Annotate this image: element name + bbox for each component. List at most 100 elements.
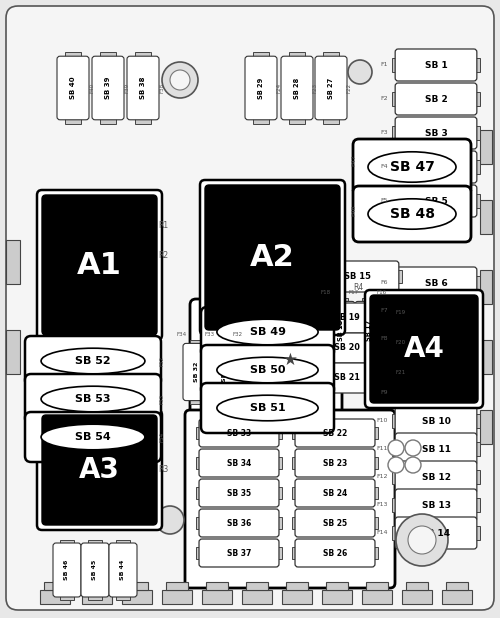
Bar xyxy=(392,58,398,72)
FancyBboxPatch shape xyxy=(190,299,342,443)
Text: F2: F2 xyxy=(380,96,388,101)
Bar xyxy=(246,582,268,590)
FancyBboxPatch shape xyxy=(395,185,477,217)
Text: SB 49: SB 49 xyxy=(250,327,286,337)
Bar xyxy=(366,582,388,590)
Bar xyxy=(474,470,480,484)
Bar xyxy=(406,582,428,590)
Text: F1: F1 xyxy=(380,62,388,67)
Text: F17: F17 xyxy=(349,290,359,295)
Bar xyxy=(323,52,339,59)
Ellipse shape xyxy=(41,424,145,450)
Bar xyxy=(190,397,203,404)
FancyBboxPatch shape xyxy=(245,56,277,120)
Bar xyxy=(392,470,398,484)
FancyBboxPatch shape xyxy=(308,363,386,393)
Bar xyxy=(442,590,472,604)
Text: SB 37: SB 37 xyxy=(227,549,251,557)
Text: SB 17: SB 17 xyxy=(366,320,372,341)
Bar xyxy=(206,582,228,590)
Bar xyxy=(402,590,432,604)
Text: SB 8: SB 8 xyxy=(424,334,448,344)
Text: SB 9: SB 9 xyxy=(424,389,448,397)
FancyBboxPatch shape xyxy=(37,410,162,530)
Text: SB 42: SB 42 xyxy=(92,482,98,502)
Text: F39: F39 xyxy=(124,83,130,93)
Text: SB 13: SB 13 xyxy=(422,501,450,509)
Text: R2: R2 xyxy=(158,250,168,260)
Bar xyxy=(392,414,398,428)
FancyBboxPatch shape xyxy=(395,377,477,409)
Text: SB 18: SB 18 xyxy=(338,320,344,341)
Bar xyxy=(246,340,260,347)
Text: SB 30: SB 30 xyxy=(250,362,256,382)
Circle shape xyxy=(388,440,404,456)
Bar xyxy=(88,594,102,600)
Text: SB 46: SB 46 xyxy=(64,560,70,580)
FancyBboxPatch shape xyxy=(395,433,477,465)
Bar xyxy=(323,117,339,124)
Ellipse shape xyxy=(368,152,456,182)
FancyBboxPatch shape xyxy=(201,383,334,433)
FancyBboxPatch shape xyxy=(53,543,81,597)
FancyBboxPatch shape xyxy=(395,151,477,183)
Bar xyxy=(372,427,378,439)
FancyBboxPatch shape xyxy=(395,461,477,493)
Bar xyxy=(116,462,130,468)
Bar xyxy=(289,117,305,124)
Bar xyxy=(362,355,376,362)
Bar xyxy=(190,340,203,347)
Text: SB 22: SB 22 xyxy=(323,428,347,438)
Ellipse shape xyxy=(217,357,318,383)
Bar xyxy=(88,462,102,468)
Bar xyxy=(392,332,398,346)
Text: SB 38: SB 38 xyxy=(140,77,146,99)
FancyBboxPatch shape xyxy=(355,302,383,358)
Bar xyxy=(88,516,102,522)
Bar xyxy=(276,427,282,439)
FancyBboxPatch shape xyxy=(281,56,313,120)
Text: F18: F18 xyxy=(321,290,331,295)
Text: SB 40: SB 40 xyxy=(70,77,76,99)
Bar xyxy=(382,311,388,324)
Text: SB 35: SB 35 xyxy=(227,488,251,497)
Bar xyxy=(480,270,492,304)
Bar xyxy=(474,332,480,346)
Bar xyxy=(334,355,347,362)
Text: F14: F14 xyxy=(376,530,388,536)
Text: SB 12: SB 12 xyxy=(422,473,450,481)
Bar xyxy=(474,498,480,512)
FancyBboxPatch shape xyxy=(25,412,161,462)
Text: SB 28: SB 28 xyxy=(294,77,300,99)
FancyBboxPatch shape xyxy=(199,449,279,477)
Text: SB 32: SB 32 xyxy=(194,362,200,382)
Text: F11: F11 xyxy=(376,446,388,452)
Text: F38: F38 xyxy=(160,83,164,93)
FancyBboxPatch shape xyxy=(201,345,334,395)
Bar xyxy=(40,590,70,604)
FancyBboxPatch shape xyxy=(315,56,347,120)
Bar xyxy=(196,487,202,499)
Bar xyxy=(392,194,398,208)
Text: SB 20: SB 20 xyxy=(334,344,360,352)
Text: SB 11: SB 11 xyxy=(422,444,450,454)
Text: SB 33: SB 33 xyxy=(227,428,251,438)
Bar xyxy=(474,194,480,208)
FancyBboxPatch shape xyxy=(200,180,345,335)
FancyBboxPatch shape xyxy=(308,333,386,363)
Bar xyxy=(382,341,388,355)
FancyBboxPatch shape xyxy=(308,303,386,333)
Bar xyxy=(474,160,480,174)
Bar xyxy=(390,355,404,362)
FancyBboxPatch shape xyxy=(53,465,81,519)
Bar xyxy=(60,594,74,600)
Text: SB 54: SB 54 xyxy=(75,432,111,442)
Bar xyxy=(474,442,480,456)
Bar xyxy=(286,582,308,590)
Text: A4: A4 xyxy=(404,335,444,363)
Text: F19: F19 xyxy=(396,310,406,316)
Bar xyxy=(474,386,480,400)
Text: SB 6: SB 6 xyxy=(424,279,448,287)
FancyBboxPatch shape xyxy=(199,419,279,447)
FancyBboxPatch shape xyxy=(81,465,109,519)
